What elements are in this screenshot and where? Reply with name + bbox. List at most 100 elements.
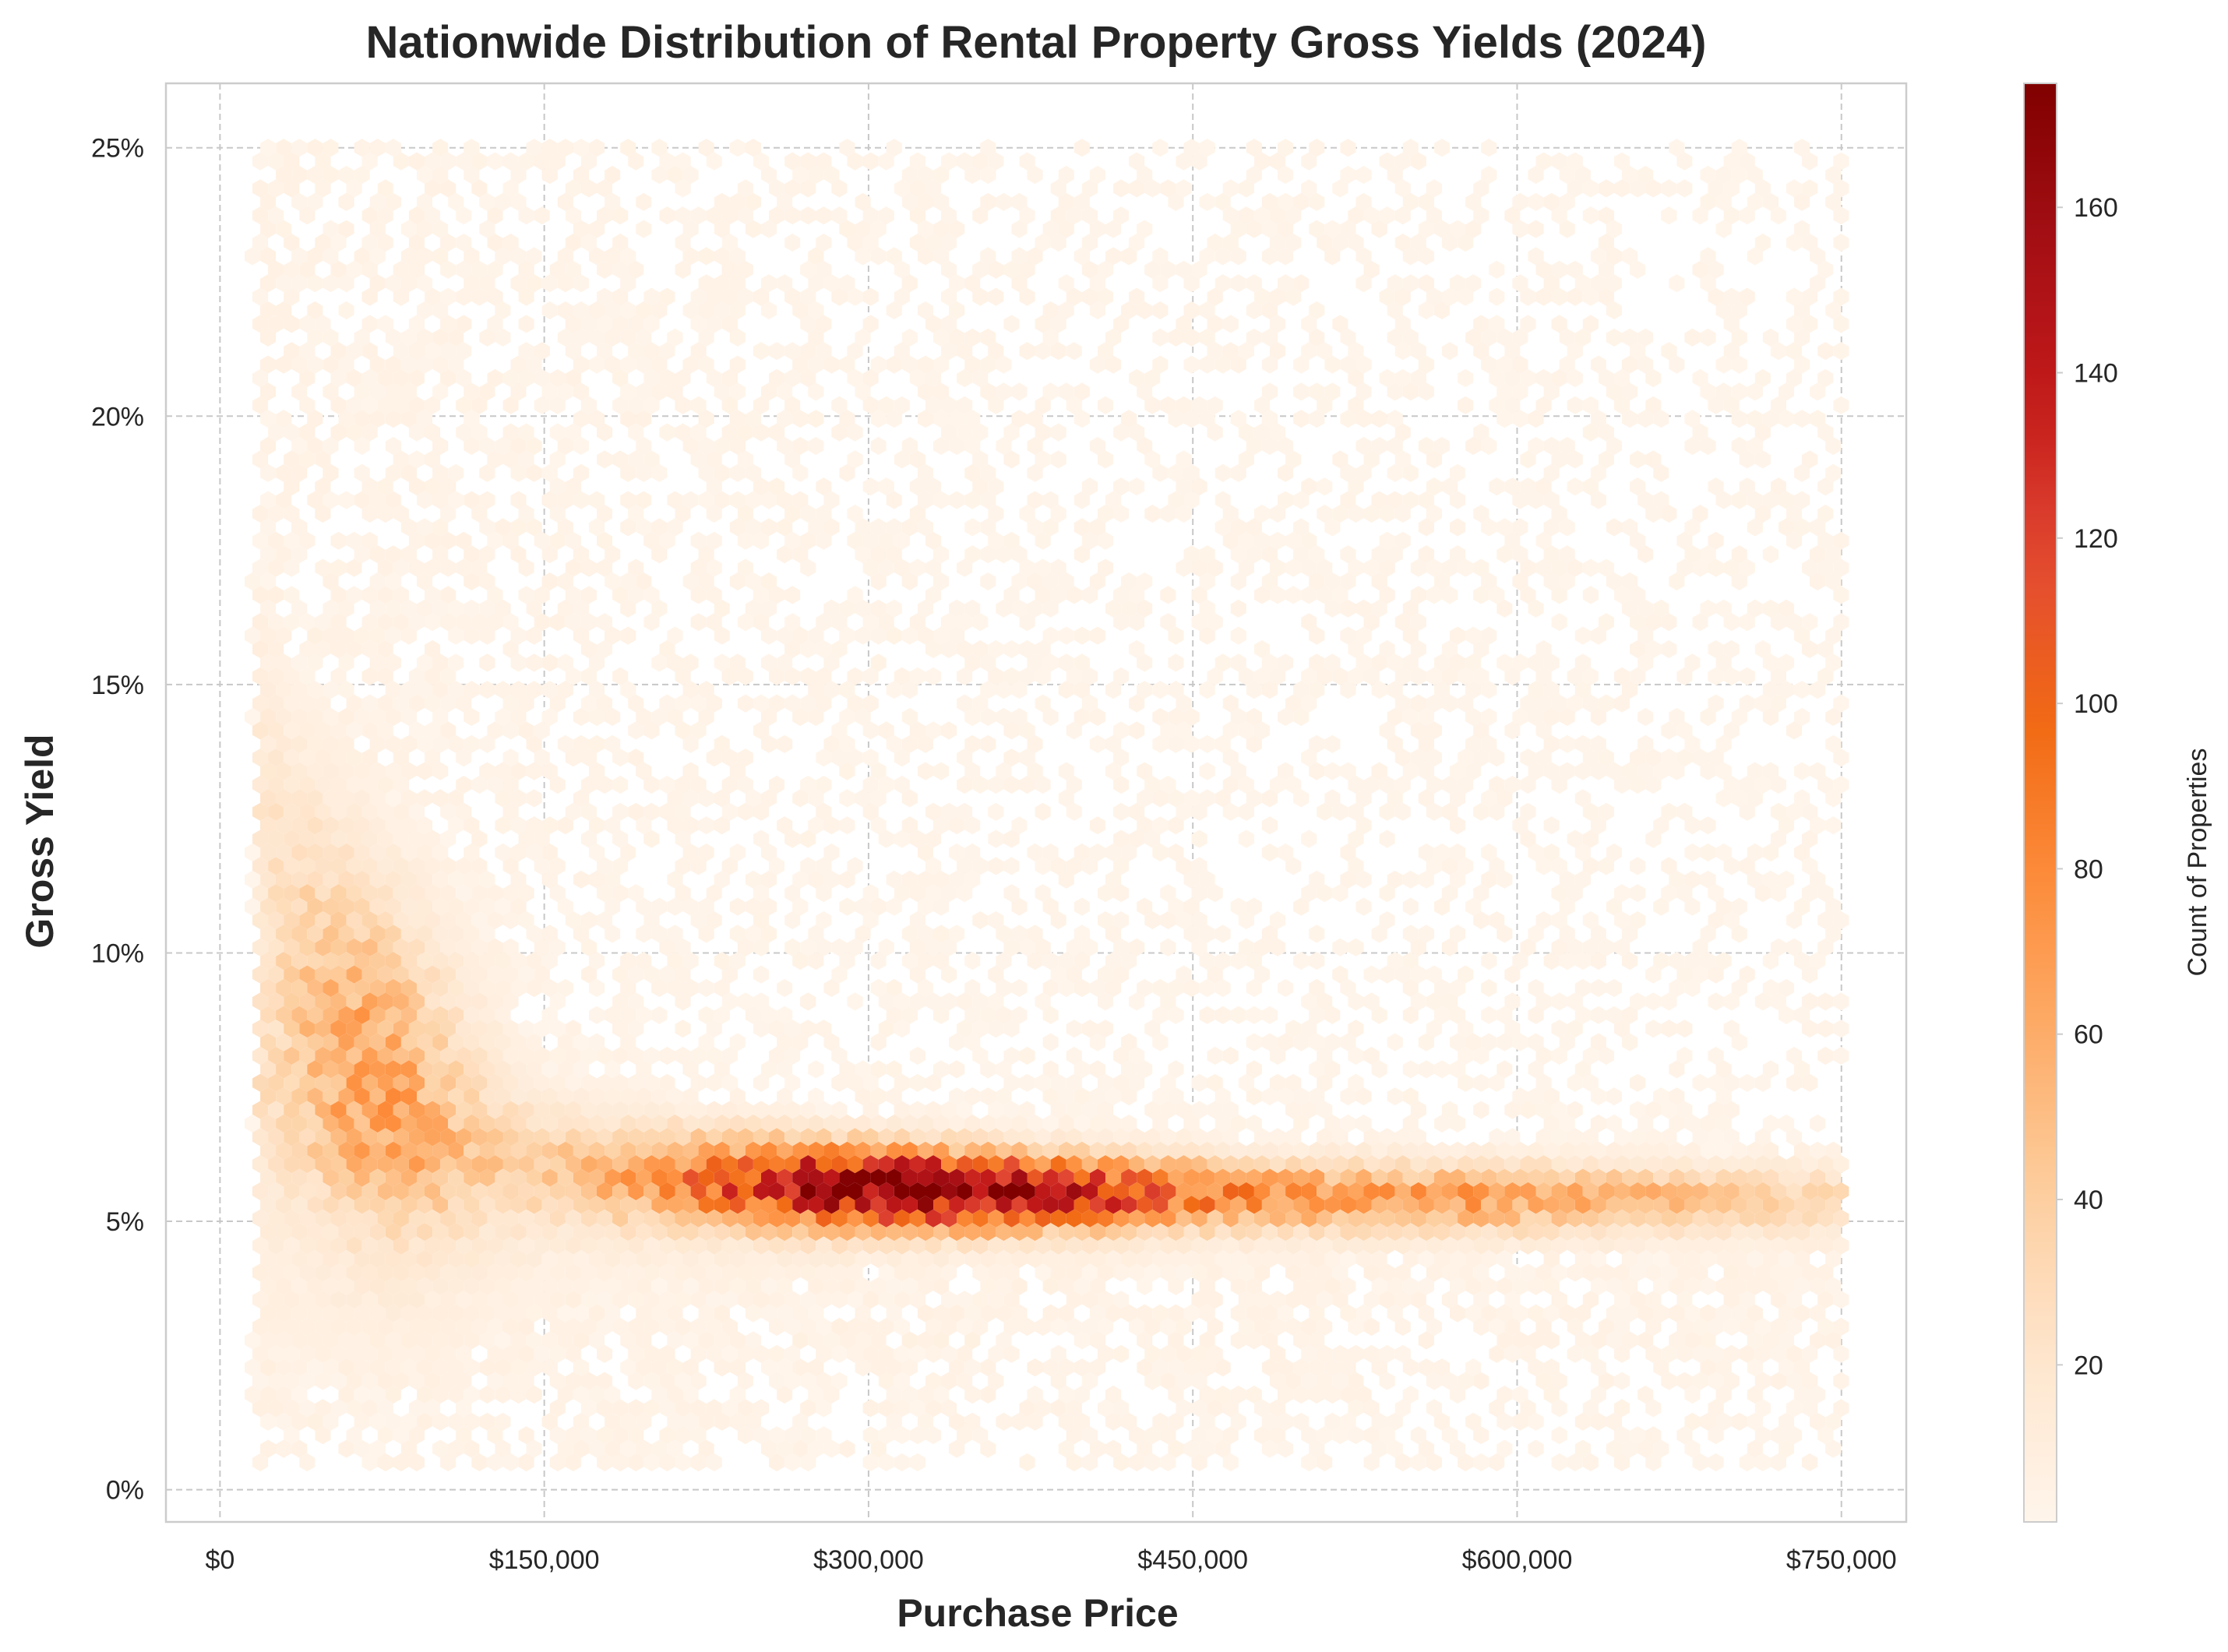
- hex-cell: [1473, 423, 1489, 442]
- hex-cell: [901, 626, 918, 645]
- hex-cell: [1073, 518, 1090, 537]
- hex-cell: [1176, 694, 1192, 713]
- hex-cell: [620, 139, 636, 157]
- hex-cell: [1176, 260, 1192, 279]
- hex-cell: [839, 355, 855, 374]
- hex-cell: [448, 653, 464, 672]
- hex-cell: [1543, 572, 1560, 591]
- hex-cell: [1027, 572, 1043, 591]
- hex-cell: [1394, 315, 1411, 333]
- hex-cell: [464, 572, 480, 591]
- hex-cell: [1019, 749, 1035, 767]
- hex-cell: [589, 139, 605, 157]
- hex-cell: [526, 463, 542, 482]
- hex-cell: [440, 667, 457, 685]
- hex-cell: [917, 518, 933, 537]
- hex-cell: [1035, 315, 1051, 333]
- hex-cell: [1786, 721, 1803, 740]
- hex-cell: [1465, 192, 1482, 211]
- hex-cell: [847, 531, 863, 550]
- hex-cell: [1825, 734, 1842, 753]
- hex-cell: [1371, 491, 1387, 509]
- hex-cell: [580, 694, 597, 713]
- hex-cell: [729, 491, 746, 509]
- hex-cell: [620, 626, 636, 645]
- hex-cell: [1802, 287, 1818, 306]
- hex-cell: [925, 667, 941, 685]
- hex-cell: [957, 749, 973, 767]
- hex-cell: [1450, 491, 1466, 509]
- hex-cell: [1309, 572, 1325, 591]
- hex-cell: [612, 586, 629, 604]
- hex-cell: [1606, 382, 1622, 401]
- hex-cell: [1700, 165, 1716, 185]
- hex-cell: [1458, 558, 1474, 577]
- hex-cell: [518, 315, 534, 333]
- hex-cell: [1270, 233, 1286, 252]
- hex-cell: [1535, 749, 1552, 767]
- hex-cell: [1535, 721, 1552, 740]
- hex-cell: [1630, 639, 1646, 659]
- hex-cell: [1661, 342, 1677, 361]
- hex-cell: [1770, 342, 1786, 361]
- hex-cell: [346, 179, 362, 198]
- hex-cell: [1645, 396, 1662, 414]
- hex-cell: [456, 749, 472, 767]
- hex-cell: [933, 572, 950, 591]
- hex-cell: [1105, 355, 1122, 374]
- hex-cell: [510, 762, 527, 780]
- hex-cell: [1105, 734, 1122, 753]
- hex-cell: [1551, 694, 1567, 713]
- hex-cell: [777, 491, 793, 509]
- hex-cell: [291, 192, 308, 211]
- hex-cell: [941, 287, 957, 306]
- hex-cell: [1833, 558, 1849, 577]
- hex-cell: [1222, 342, 1239, 361]
- hex-cell: [1426, 287, 1442, 306]
- hex-cell: [964, 328, 981, 347]
- hex-cell: [1176, 396, 1192, 414]
- hex-cell: [605, 192, 621, 211]
- hex-cell: [1481, 165, 1497, 185]
- hex-cell: [761, 301, 777, 320]
- hex-cell: [1191, 152, 1207, 171]
- hex-cell: [1723, 342, 1740, 361]
- hex-cell: [643, 586, 660, 604]
- hex-cell: [1669, 274, 1685, 293]
- hex-cell: [1638, 599, 1654, 618]
- hex-cell: [361, 396, 378, 414]
- hex-cell: [417, 247, 433, 266]
- hex-cell: [573, 734, 589, 753]
- hex-cell: [1715, 220, 1732, 238]
- hex-cell: [557, 572, 573, 591]
- hex-cell: [440, 721, 457, 740]
- hex-cell: [1003, 639, 1020, 659]
- hex-cell: [448, 734, 464, 753]
- hex-cell: [330, 531, 347, 550]
- hex-cell: [1825, 545, 1842, 564]
- hex-cell: [400, 599, 417, 618]
- hex-cell: [354, 491, 370, 509]
- hex-cell: [917, 410, 933, 428]
- hex-cell: [643, 342, 660, 361]
- hex-cell: [643, 396, 660, 414]
- hex-cell: [1606, 328, 1622, 347]
- hex-cell: [573, 436, 589, 456]
- hex-cell: [354, 328, 370, 347]
- hex-cell: [385, 762, 401, 780]
- hex-cell: [252, 206, 269, 225]
- hex-cell: [487, 152, 503, 171]
- hex-cell: [714, 220, 730, 238]
- hex-cell: [1332, 233, 1348, 252]
- hex-cell: [495, 192, 511, 211]
- hex-cell: [1535, 287, 1552, 306]
- hex-cell: [580, 667, 597, 685]
- hex-cell: [1442, 667, 1458, 685]
- hex-cell: [518, 342, 534, 361]
- hex-cell: [1066, 206, 1082, 225]
- hex-cell: [784, 287, 801, 306]
- hex-cell: [1817, 423, 1834, 442]
- hex-cell: [675, 396, 691, 414]
- hex-cell: [964, 436, 981, 456]
- hex-cell: [448, 328, 464, 347]
